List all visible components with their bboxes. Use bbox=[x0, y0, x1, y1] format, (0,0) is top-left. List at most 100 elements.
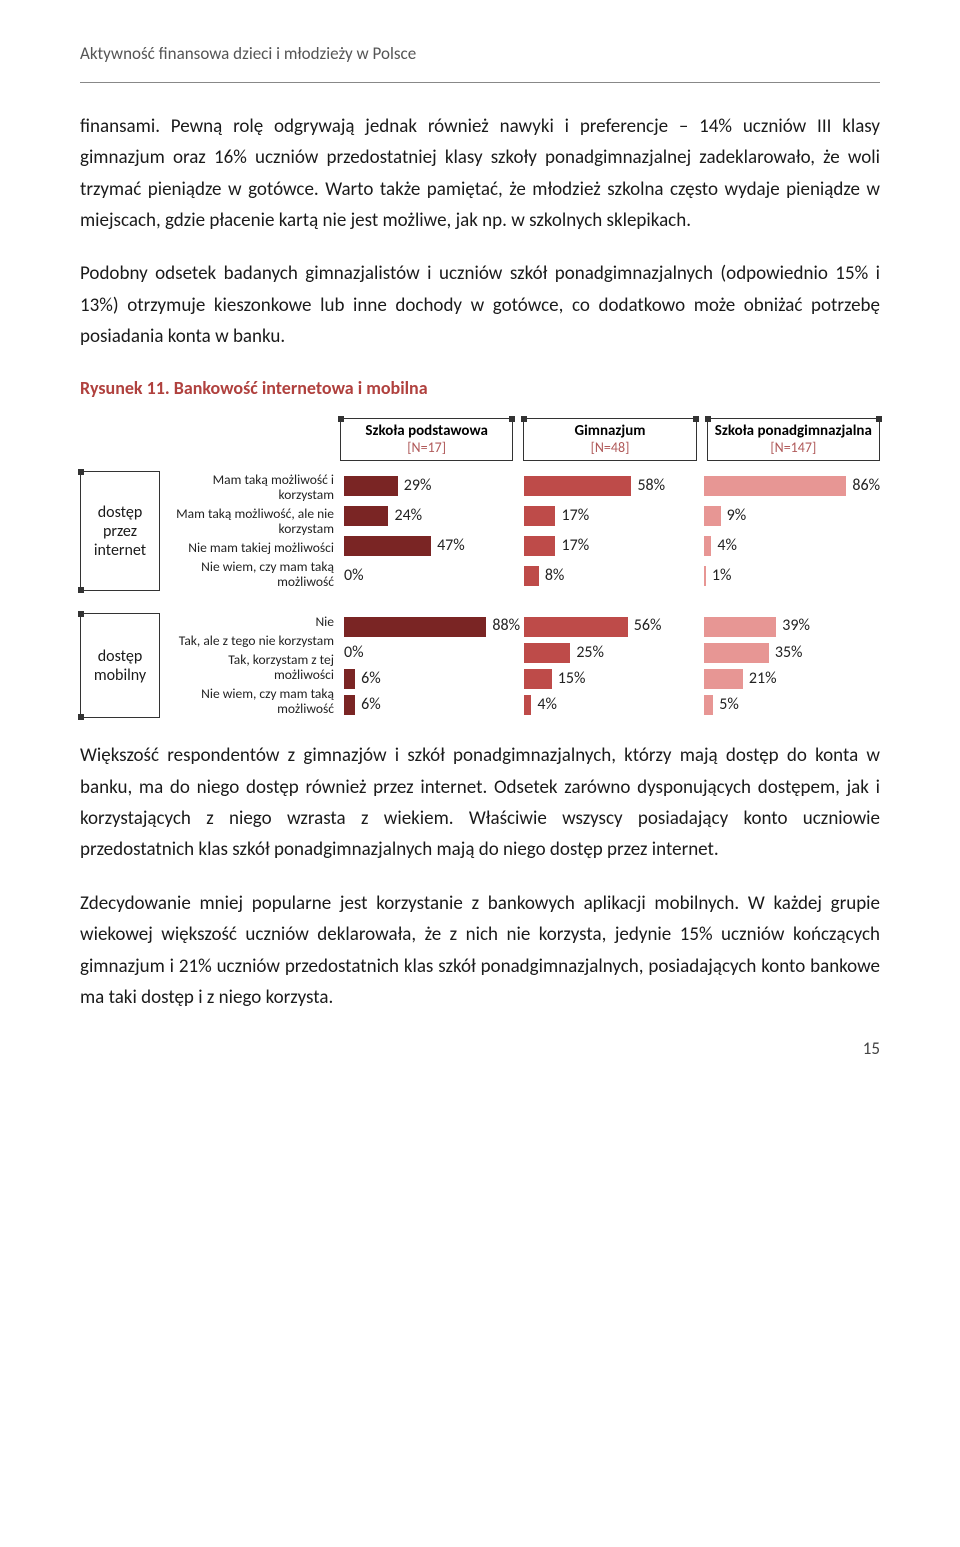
bar-cell: 17% bbox=[524, 503, 700, 529]
column-title: Gimnazjum bbox=[528, 423, 691, 440]
column-n: [N=48] bbox=[528, 440, 691, 456]
bar bbox=[524, 476, 631, 496]
chart-group: dostęp przez internetMam taką możliwość … bbox=[80, 471, 880, 591]
bar bbox=[344, 695, 355, 715]
bars-column: 39%35%21% 5% bbox=[704, 613, 880, 718]
bar-cell: 39% bbox=[704, 614, 880, 640]
bar-cell: 4% bbox=[524, 692, 700, 718]
chart-body: dostęp przez internetMam taką możliwość … bbox=[80, 471, 880, 591]
chart-column-header: Gimnazjum[N=48] bbox=[523, 418, 696, 461]
group-side-label: dostęp przez internet bbox=[80, 471, 160, 591]
page-number: 15 bbox=[80, 1035, 880, 1063]
chart-column-headers: Szkoła podstawowa[N=17]Gimnazjum[N=48]Sz… bbox=[340, 418, 880, 461]
bar bbox=[524, 536, 555, 556]
bars-column: 29% 24% 47% 0% bbox=[344, 471, 520, 591]
bar bbox=[344, 617, 486, 637]
bar-cell: 0% bbox=[344, 640, 520, 666]
row-label: Tak, korzystam z tej możliwości bbox=[168, 651, 340, 685]
paragraph-2: Podobny odsetek badanych gimnazjalistów … bbox=[80, 258, 880, 352]
bar bbox=[524, 566, 539, 586]
bar bbox=[704, 695, 713, 715]
chart-column-header: Szkoła ponadgimnazjalna[N=147] bbox=[707, 418, 880, 461]
bar-value: 39% bbox=[782, 613, 810, 639]
bar bbox=[524, 669, 552, 689]
chart-group: dostęp mobilnyNieTak, ale z tego nie kor… bbox=[80, 613, 880, 718]
bar-cell: 17% bbox=[524, 533, 700, 559]
bar bbox=[704, 669, 743, 689]
bar-value: 17% bbox=[561, 503, 589, 529]
row-labels: Mam taką możliwość i korzystamMam taką m… bbox=[168, 471, 340, 591]
bar-value: 6% bbox=[361, 666, 381, 692]
row-label: Nie mam takiej możliwości bbox=[168, 539, 340, 558]
bar-value: 4% bbox=[717, 533, 737, 559]
bar-value: 6% bbox=[361, 692, 381, 718]
bars-column: 58% 17% 17% 8% bbox=[524, 471, 700, 591]
bar bbox=[524, 643, 570, 663]
bar-value: 35% bbox=[775, 640, 803, 666]
row-labels: NieTak, ale z tego nie korzystamTak, kor… bbox=[168, 613, 340, 718]
bar-value: 25% bbox=[576, 640, 604, 666]
bar-cell: 9% bbox=[704, 503, 880, 529]
bar-value: 29% bbox=[404, 473, 432, 499]
bar-value: 8% bbox=[545, 563, 565, 589]
bar-value: 24% bbox=[394, 503, 422, 529]
bar bbox=[344, 506, 388, 526]
bar-cell: 15% bbox=[524, 666, 700, 692]
bar bbox=[344, 536, 431, 556]
bar-cell: 56% bbox=[524, 614, 700, 640]
figure-11-chart: Szkoła podstawowa[N=17]Gimnazjum[N=48]Sz… bbox=[80, 418, 880, 718]
row-label: Mam taką możliwość i korzystam bbox=[168, 471, 340, 505]
row-label: Nie wiem, czy mam taką możliwość bbox=[168, 685, 340, 719]
bar bbox=[704, 617, 776, 637]
bar-value: 86% bbox=[852, 473, 880, 499]
row-label: Tak, ale z tego nie korzystam bbox=[168, 632, 340, 651]
bar-value: 58% bbox=[637, 473, 665, 499]
bar-value: 9% bbox=[727, 503, 747, 529]
bar-cell: 0% bbox=[344, 563, 520, 589]
bar-cell: 25% bbox=[524, 640, 700, 666]
bar-cell: 5% bbox=[704, 692, 880, 718]
chart-column-header: Szkoła podstawowa[N=17] bbox=[340, 418, 513, 461]
bar bbox=[704, 506, 721, 526]
bar bbox=[524, 506, 555, 526]
chart-body: dostęp mobilnyNieTak, ale z tego nie kor… bbox=[80, 613, 880, 718]
bar-cell: 1% bbox=[704, 563, 880, 589]
bar bbox=[344, 669, 355, 689]
bar-value: 5% bbox=[719, 692, 739, 718]
paragraph-1: finansami. Pewną rolę odgrywają jednak r… bbox=[80, 111, 880, 236]
bar bbox=[524, 695, 531, 715]
row-label: Nie bbox=[168, 613, 340, 632]
bar-cell: 21% bbox=[704, 666, 880, 692]
bar-cell: 6% bbox=[344, 692, 520, 718]
figure-caption: Rysunek 11. Bankowość internetowa i mobi… bbox=[80, 374, 880, 404]
row-label: Nie wiem, czy mam taką możliwość bbox=[168, 558, 340, 592]
bar bbox=[524, 617, 628, 637]
bar-value: 88% bbox=[492, 613, 520, 639]
bars-column: 88%0%6%6% bbox=[344, 613, 520, 718]
bar-cell: 35% bbox=[704, 640, 880, 666]
column-title: Szkoła podstawowa bbox=[345, 423, 508, 440]
bar-value: 56% bbox=[634, 613, 662, 639]
bar-value: 4% bbox=[537, 692, 557, 718]
bar-value: 21% bbox=[749, 666, 777, 692]
running-header: Aktywność finansowa dzieci i młodzieży w… bbox=[80, 40, 880, 68]
bar-cell: 88% bbox=[344, 614, 520, 640]
bar-cell: 8% bbox=[524, 563, 700, 589]
bar-value: 15% bbox=[558, 666, 586, 692]
bar-cell: 29% bbox=[344, 473, 520, 499]
group-side-label: dostęp mobilny bbox=[80, 613, 160, 718]
bar bbox=[704, 643, 769, 663]
bar-value: 1% bbox=[712, 563, 732, 589]
bar-value: 0% bbox=[344, 563, 364, 589]
bar-value: 17% bbox=[561, 533, 589, 559]
bar-value: 0% bbox=[344, 640, 364, 666]
paragraph-4: Zdecydowanie mniej popularne jest korzys… bbox=[80, 888, 880, 1013]
header-divider bbox=[80, 82, 880, 83]
bar bbox=[344, 476, 398, 496]
bar-cell: 6% bbox=[344, 666, 520, 692]
bar-cell: 47% bbox=[344, 533, 520, 559]
column-n: [N=147] bbox=[712, 440, 875, 456]
bar-cell: 86% bbox=[704, 473, 880, 499]
column-n: [N=17] bbox=[345, 440, 508, 456]
paragraph-3: Większość respondentów z gimnazjów i szk… bbox=[80, 740, 880, 865]
